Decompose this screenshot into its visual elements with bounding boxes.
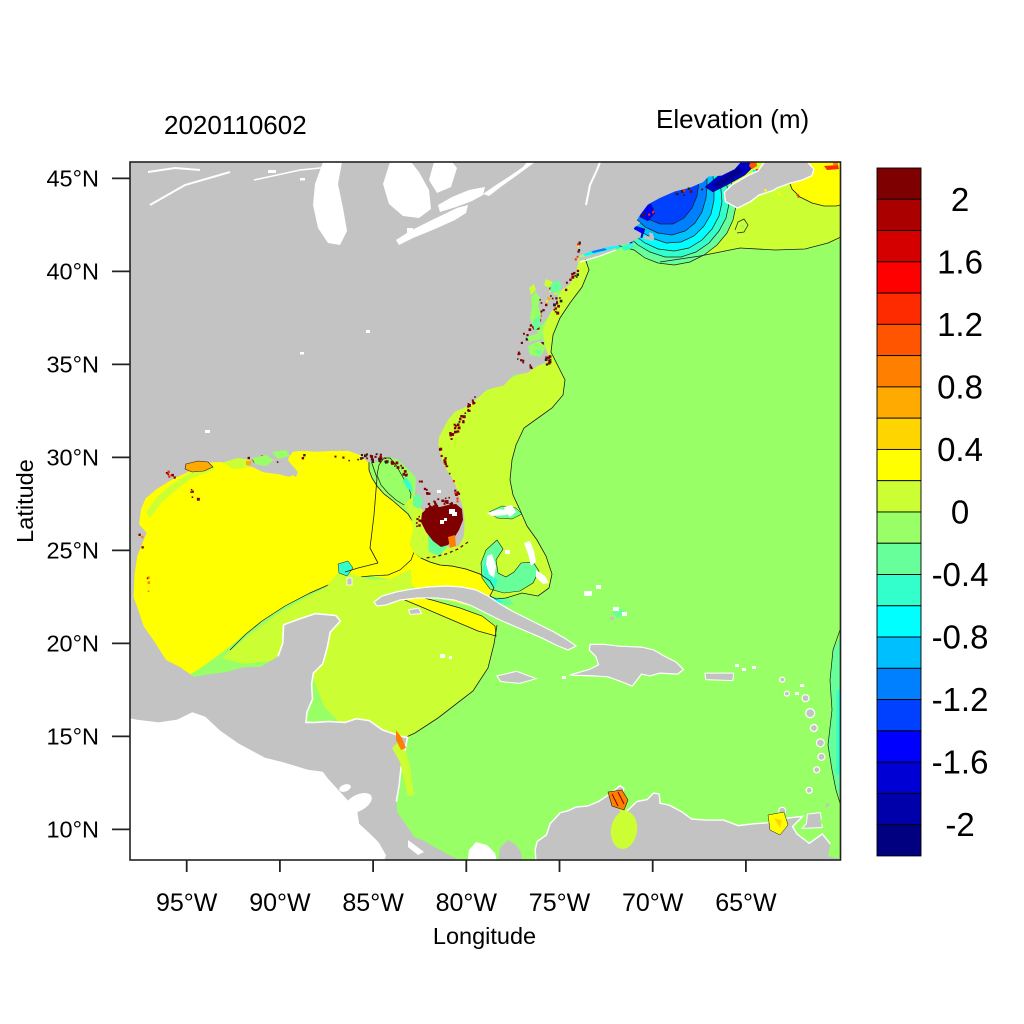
svg-text:35°N: 35°N <box>46 352 99 378</box>
svg-text:0.4: 0.4 <box>937 431 983 468</box>
svg-text:80°W: 80°W <box>436 889 498 917</box>
svg-text:2: 2 <box>951 181 969 218</box>
svg-text:Longitude: Longitude <box>433 923 536 949</box>
svg-text:-0.4: -0.4 <box>932 556 989 593</box>
svg-text:25°N: 25°N <box>46 538 99 564</box>
svg-text:85°W: 85°W <box>342 889 404 917</box>
svg-text:75°W: 75°W <box>529 889 591 917</box>
svg-text:70°W: 70°W <box>622 889 684 917</box>
svg-text:Elevation (m): Elevation (m) <box>656 104 809 134</box>
svg-text:40°N: 40°N <box>46 259 99 285</box>
svg-text:-1.6: -1.6 <box>932 744 989 781</box>
svg-text:0: 0 <box>951 494 969 531</box>
svg-text:20°N: 20°N <box>46 631 99 657</box>
svg-text:-0.8: -0.8 <box>932 619 989 656</box>
svg-text:-1.2: -1.2 <box>932 681 989 718</box>
svg-text:65°W: 65°W <box>715 889 777 917</box>
svg-text:45°N: 45°N <box>46 166 99 192</box>
svg-text:15°N: 15°N <box>46 724 99 750</box>
svg-text:-2: -2 <box>945 806 974 843</box>
svg-text:10°N: 10°N <box>46 817 99 843</box>
svg-text:1.6: 1.6 <box>937 243 983 280</box>
svg-text:30°N: 30°N <box>46 445 99 471</box>
svg-text:0.8: 0.8 <box>937 368 983 405</box>
svg-text:Latitude: Latitude <box>12 459 38 543</box>
svg-text:2020110602: 2020110602 <box>164 110 307 140</box>
svg-text:95°W: 95°W <box>156 889 218 917</box>
svg-text:1.2: 1.2 <box>937 306 983 343</box>
svg-text:90°W: 90°W <box>249 889 311 917</box>
